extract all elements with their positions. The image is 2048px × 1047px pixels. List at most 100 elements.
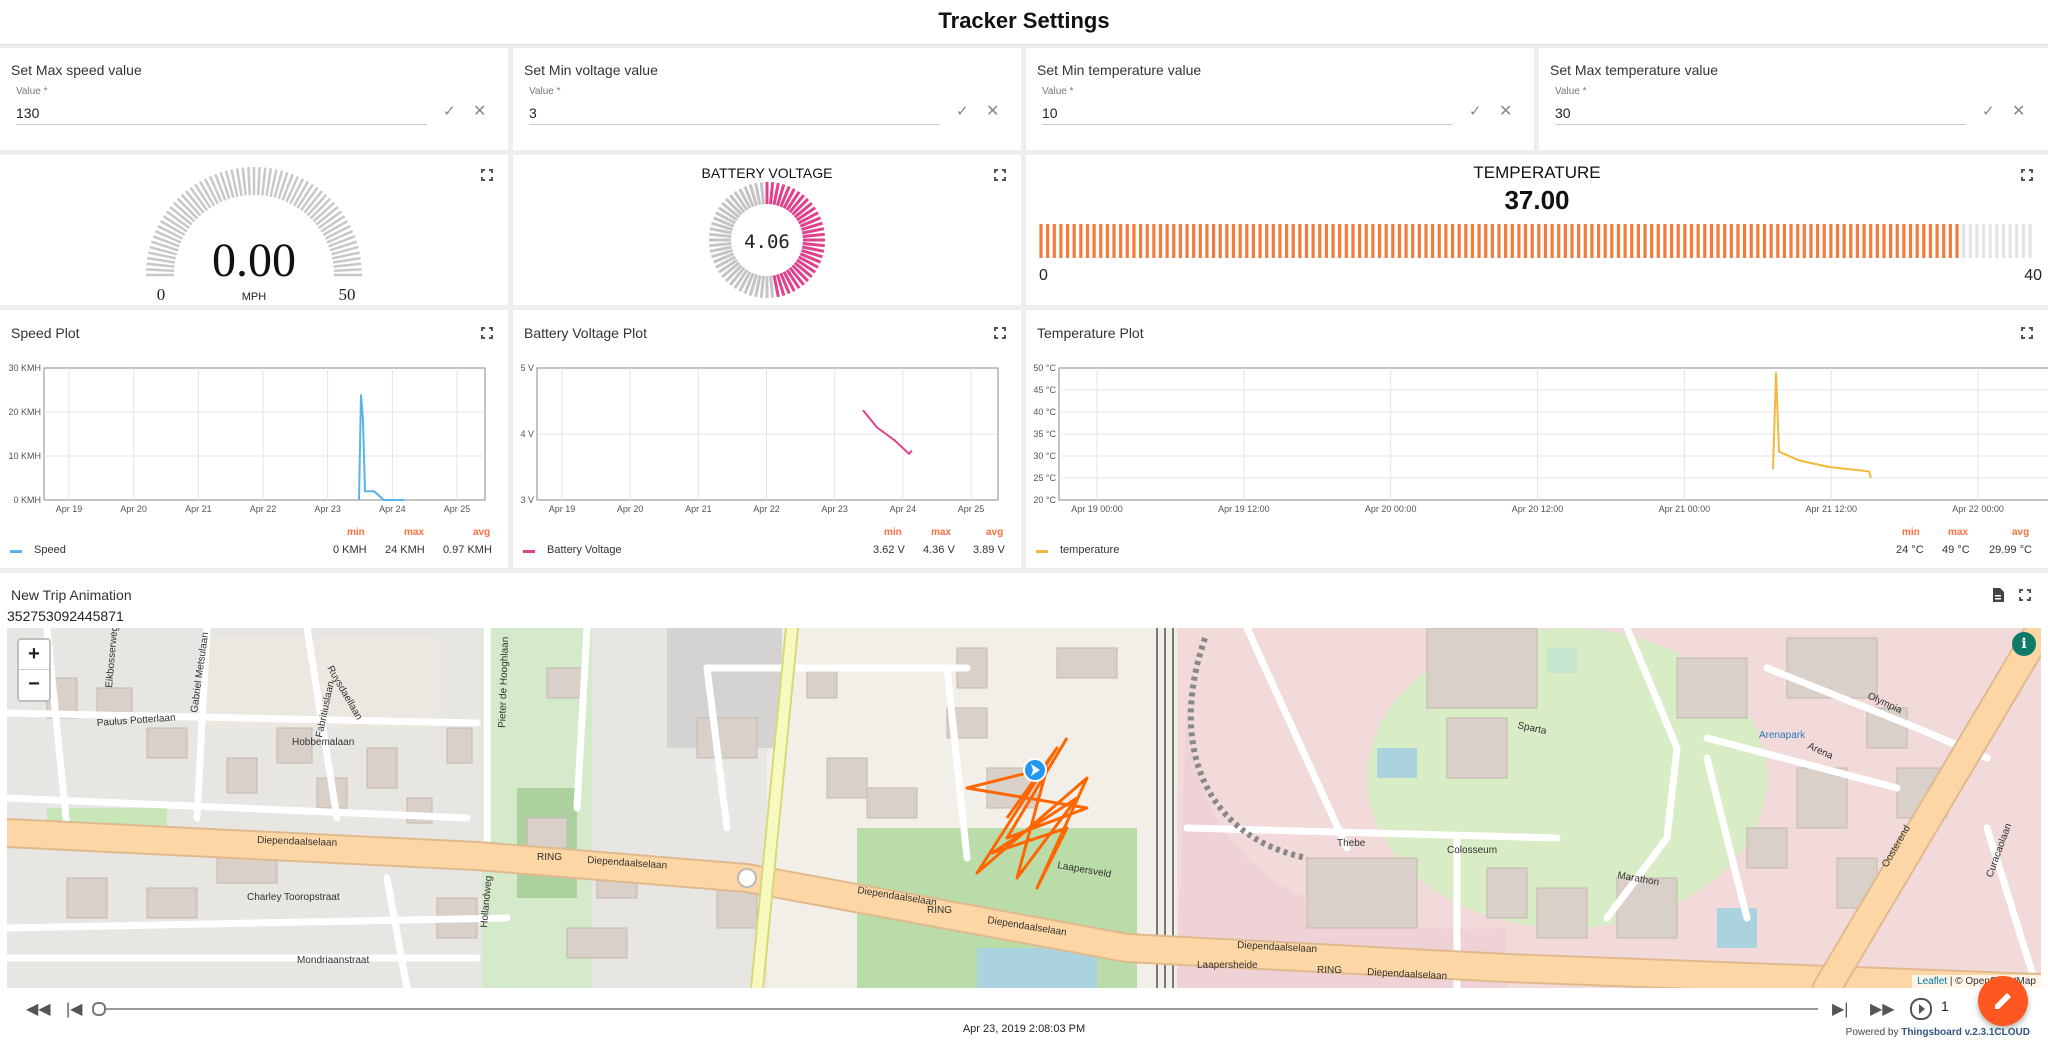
skip-previous-icon[interactable]: |◀ (66, 1001, 83, 1018)
thingsboard-link[interactable]: Thingsboard v.2.3.1CLOUD (1901, 1027, 2030, 1038)
street-label: Colosseum (1447, 845, 1497, 856)
street-label: Mondriaanstraat (297, 955, 369, 966)
y-tick-label: 0 KMH (13, 495, 41, 505)
fullscreen-icon[interactable] (2021, 327, 2033, 339)
gauge-tick (281, 173, 294, 201)
apply-check-icon[interactable]: ✓ (1469, 103, 1482, 120)
setting-card-min-temperature: Set Min temperature value Value * ✓ ✕ (1026, 48, 1534, 150)
gauge-tick (150, 240, 179, 252)
speed-gauge-card: 0.00 MPH 0 50 (0, 155, 508, 305)
temperature-gauge-card: TEMPERATURE 37.00 0 40 (1026, 155, 2048, 305)
gauge-tick (219, 171, 231, 200)
gauge-tick (785, 190, 801, 211)
gauge-tick (273, 170, 284, 199)
x-tick-label: Apr 21 (185, 504, 212, 514)
gauge-tick (776, 274, 786, 296)
fullscreen-icon[interactable] (2019, 589, 2031, 601)
x-tick-label: Apr 23 (314, 504, 341, 514)
powered-by-text: Powered by (1845, 1027, 1902, 1038)
dashboard-title: Tracker Settings (938, 8, 1110, 33)
street-label: Paulus Potterlaan (96, 713, 176, 729)
info-icon[interactable]: i (2012, 632, 2036, 656)
dashboard-header: Tracker Settings (0, 0, 2048, 45)
discard-close-icon[interactable]: ✕ (1499, 103, 1513, 120)
zoom-in-button[interactable]: + (19, 640, 49, 670)
gauge-tick (261, 167, 267, 196)
fullscreen-icon[interactable] (994, 169, 1006, 181)
vehicle-marker[interactable] (1023, 758, 1047, 782)
battery-legend-label[interactable]: Battery Voltage (547, 544, 622, 556)
discard-close-icon[interactable]: ✕ (2012, 103, 2026, 120)
skip-next-icon[interactable]: ▶| (1832, 1001, 1849, 1018)
gauge-tick (796, 258, 817, 274)
battery-plot-card: Battery Voltage Plot 3 V 4 V 5 V Apr 19 Apr … (513, 310, 1021, 568)
gauge-tick (791, 264, 810, 283)
apply-check-icon[interactable]: ✓ (956, 103, 969, 120)
street-label: Arenapark (1759, 730, 1806, 741)
leaflet-link[interactable]: Leaflet (1917, 976, 1948, 987)
fast-rewind-icon[interactable]: ◀◀ (26, 1001, 51, 1018)
gauge-tick (709, 245, 732, 253)
min-temperature-input[interactable] (1042, 102, 1453, 125)
stat-min-value: 3.62 V (873, 544, 905, 556)
fullscreen-icon[interactable] (2021, 169, 2033, 181)
timeline-handle[interactable] (92, 1002, 106, 1016)
trip-map[interactable]: Diependaalselaan Diependaalselaan Diepen… (7, 628, 2041, 988)
fullscreen-icon[interactable] (481, 169, 493, 181)
gauge-tick (769, 275, 775, 298)
fast-forward-icon[interactable]: ▶▶ (1870, 1001, 1895, 1018)
max-speed-input[interactable] (16, 102, 427, 125)
battery-gauge-card: BATTERY VOLTAGE 4.06 (513, 155, 1021, 305)
y-tick-label: 10 KMH (8, 451, 41, 461)
gauge-tick (265, 168, 273, 197)
pencil-icon (1995, 993, 2011, 1009)
trip-animation-card: New Trip Animation 352753092445871 (0, 573, 2048, 1047)
gauge-tick (791, 197, 810, 216)
fullscreen-icon[interactable] (994, 327, 1006, 339)
stat-min-value: 0 KMH (333, 544, 367, 556)
value-field-label: Value * (16, 86, 48, 97)
speed-legend-swatch (10, 550, 22, 553)
gauge-tick (743, 185, 755, 208)
discard-close-icon[interactable]: ✕ (986, 103, 1000, 120)
speed-multiplier-select[interactable]: 1 (1941, 998, 1949, 1014)
battery-legend-swatch (523, 550, 535, 553)
min-voltage-input[interactable] (529, 102, 940, 125)
edit-dashboard-button[interactable] (1978, 976, 2028, 1026)
street-label: Diependaalselaan (257, 835, 337, 849)
gauge-tick (748, 274, 758, 296)
gauge-tick (754, 182, 762, 205)
playback-timestamp: Apr 23, 2019 2:08:03 PM (962, 1023, 1086, 1035)
x-tick-label: Apr 24 (890, 504, 917, 514)
gauge-tick (159, 219, 186, 237)
stat-min-header: min (884, 527, 902, 538)
gauge-tick (208, 175, 223, 203)
street-label: RING (1317, 965, 1342, 976)
apply-check-icon[interactable]: ✓ (1982, 103, 1995, 120)
play-icon (1919, 1004, 1925, 1014)
timeline-track[interactable] (98, 1008, 1818, 1010)
street-label: Charley Tooropstraat (247, 892, 340, 903)
temperature-min-label: 0 (1039, 267, 1048, 284)
x-tick-label: Apr 22 00:00 (1952, 504, 2004, 514)
y-tick-label: 20 KMH (8, 407, 41, 417)
setting-title: Set Max speed value (11, 62, 142, 78)
x-tick-label: Apr 19 (549, 504, 576, 514)
gauge-tick (306, 193, 328, 217)
gauge-tick (331, 251, 360, 260)
discard-close-icon[interactable]: ✕ (473, 103, 487, 120)
gauge-tick (148, 251, 177, 260)
speed-legend-label[interactable]: Speed (34, 544, 66, 556)
x-tick-label: Apr 24 (379, 504, 406, 514)
apply-check-icon[interactable]: ✓ (443, 103, 456, 120)
temperature-legend-label[interactable]: temperature (1060, 544, 1120, 556)
gauge-tick (332, 256, 361, 264)
play-button[interactable] (1910, 998, 1932, 1020)
fullscreen-icon[interactable] (481, 327, 493, 339)
export-document-icon[interactable] (1991, 587, 2005, 603)
setting-title: Set Max temperature value (1550, 62, 1719, 78)
max-temperature-input[interactable] (1555, 102, 1966, 125)
zoom-out-button[interactable]: − (28, 673, 40, 695)
x-tick-label: Apr 19 12:00 (1218, 504, 1270, 514)
gauge-tick (798, 211, 819, 225)
